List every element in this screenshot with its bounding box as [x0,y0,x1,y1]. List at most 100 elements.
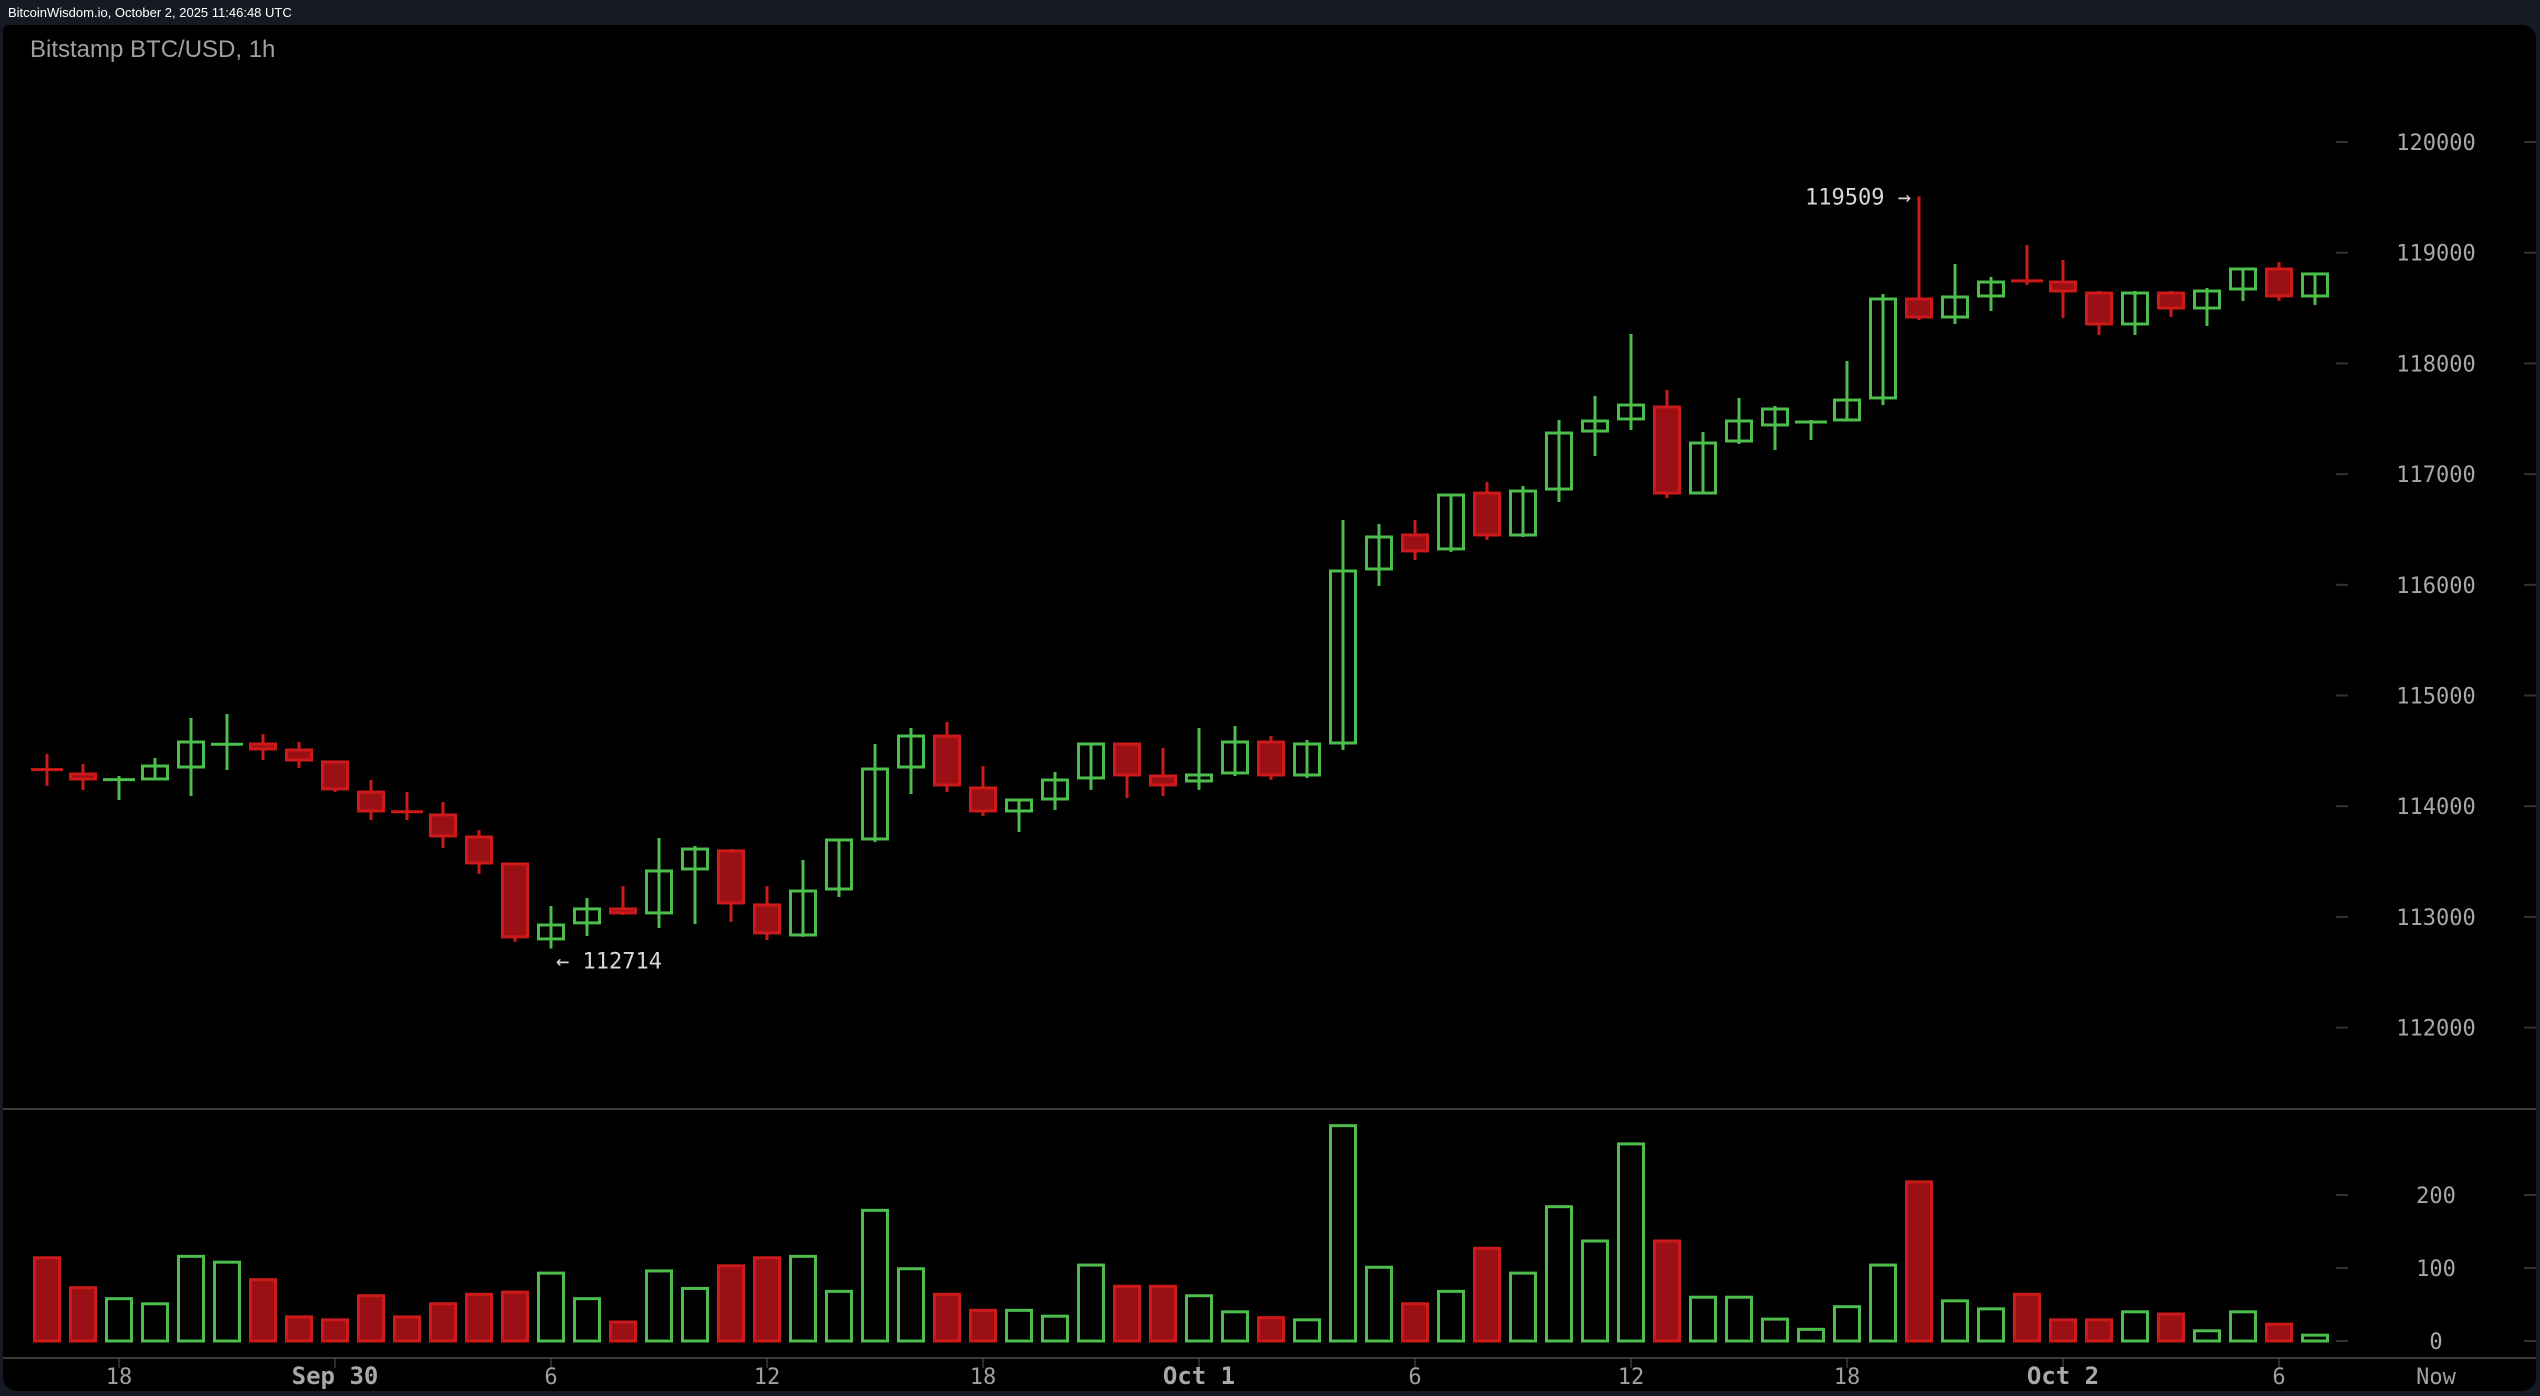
volume-bar[interactable] [753,1256,781,1343]
candle-body[interactable] [1941,295,1969,319]
candle-body[interactable] [609,907,637,915]
candle-body[interactable] [2265,267,2293,298]
volume-bar[interactable] [465,1292,493,1343]
volume-bar[interactable] [1689,1295,1717,1343]
candle-body[interactable] [1149,774,1177,787]
candle-body[interactable] [2229,267,2257,291]
volume-bar[interactable] [1149,1284,1177,1343]
volume-bar[interactable] [1077,1263,1105,1343]
volume-bar[interactable] [1365,1265,1393,1343]
candle-body[interactable] [501,862,529,939]
volume-bar[interactable] [1797,1327,1825,1343]
candle-body[interactable] [1437,493,1465,551]
candle-body[interactable] [2157,291,2185,310]
candle-body[interactable] [1905,297,1933,319]
volume-bar[interactable] [1185,1294,1213,1343]
candle-body[interactable] [1257,740,1285,777]
volume-bar[interactable] [1293,1318,1321,1343]
candle-body[interactable] [645,869,673,915]
volume-bar[interactable] [861,1208,889,1343]
candle-body[interactable] [573,907,601,925]
volume-bar[interactable] [969,1308,997,1343]
volume-bar[interactable] [177,1254,205,1343]
volume-bar[interactable] [2121,1310,2149,1343]
volume-bar[interactable] [2013,1292,2041,1343]
volume-bar[interactable] [537,1271,565,1343]
candle-body[interactable] [789,889,817,937]
candle-body[interactable] [1545,431,1573,491]
volume-bar[interactable] [609,1320,637,1343]
volume-bar[interactable] [1869,1263,1897,1343]
volume-bar[interactable] [789,1254,817,1343]
candle-body[interactable] [1077,742,1105,780]
volume-bar[interactable] [1653,1239,1681,1343]
candle-body[interactable] [1005,798,1033,813]
candle-body[interactable] [1617,403,1645,421]
candle-body[interactable] [1365,535,1393,571]
candle-body[interactable] [861,767,889,841]
volume-bar[interactable] [933,1292,961,1343]
candle-body[interactable] [1041,778,1069,801]
candle-body[interactable] [1113,742,1141,777]
candle-body[interactable] [717,849,745,905]
candle-body[interactable] [537,923,565,941]
candle-body[interactable] [1509,489,1537,537]
candle-body[interactable] [933,734,961,787]
volume-bar[interactable] [2265,1322,2293,1343]
candlestick-chart[interactable]: 120000 119000 118000 117000 116000 115000 1140… [3,25,2536,1391]
candle-body[interactable] [825,838,853,891]
volume-bar[interactable] [681,1286,709,1343]
volume-bar[interactable] [1329,1124,1357,1343]
volume-bar[interactable] [2049,1318,2077,1343]
candle-body[interactable] [1185,773,1213,783]
candle-body[interactable] [177,740,205,769]
candle-body[interactable] [1653,405,1681,495]
candle-body[interactable] [69,772,97,781]
volume-bar[interactable] [105,1297,133,1343]
volume-bar[interactable] [1257,1316,1285,1343]
volume-bar[interactable] [501,1290,529,1343]
volume-bar[interactable] [321,1318,349,1343]
volume-bar[interactable] [2157,1312,2185,1343]
candle-body[interactable] [2121,291,2149,326]
candle-body[interactable] [141,764,169,781]
candle-body[interactable] [1473,491,1501,537]
candle-body[interactable] [1869,297,1897,400]
candle-body[interactable] [1329,569,1357,745]
volume-bar[interactable] [1977,1307,2005,1343]
volume-bar[interactable] [357,1294,385,1343]
volume-bar[interactable] [1725,1295,1753,1343]
volume-bar[interactable] [1005,1308,1033,1343]
volume-bar[interactable] [141,1302,169,1343]
candle-body[interactable] [2301,272,2329,298]
candle-body[interactable] [2049,280,2077,293]
volume-bar[interactable] [1905,1180,1933,1343]
candle-body[interactable] [1977,280,2005,298]
volume-bar[interactable] [69,1286,97,1343]
volume-bar[interactable] [717,1264,745,1343]
candle-body[interactable] [681,847,709,871]
volume-bar[interactable] [2229,1310,2257,1343]
volume-bar[interactable] [213,1260,241,1343]
volume-bar[interactable] [429,1302,457,1343]
candle-body[interactable] [1689,441,1717,495]
volume-bar[interactable] [2193,1329,2221,1343]
candle-body[interactable] [753,903,781,935]
candle-body[interactable] [969,786,997,813]
candle-body[interactable] [429,813,457,838]
candle-body[interactable] [897,734,925,769]
candle-body[interactable] [2193,289,2221,310]
candle-body[interactable] [1401,533,1429,553]
volume-bar[interactable] [1509,1271,1537,1343]
volume-bar[interactable] [1761,1317,1789,1343]
candle-body[interactable] [2085,291,2113,326]
volume-bar[interactable] [1221,1310,1249,1343]
volume-bar[interactable] [285,1315,313,1343]
candle-body[interactable] [1581,419,1609,433]
candle-body[interactable] [1833,398,1861,422]
candle-body[interactable] [1293,742,1321,777]
candle-body[interactable] [249,742,277,751]
volume-bar[interactable] [1437,1289,1465,1343]
candle-body[interactable] [465,835,493,865]
candle-body[interactable] [321,760,349,791]
